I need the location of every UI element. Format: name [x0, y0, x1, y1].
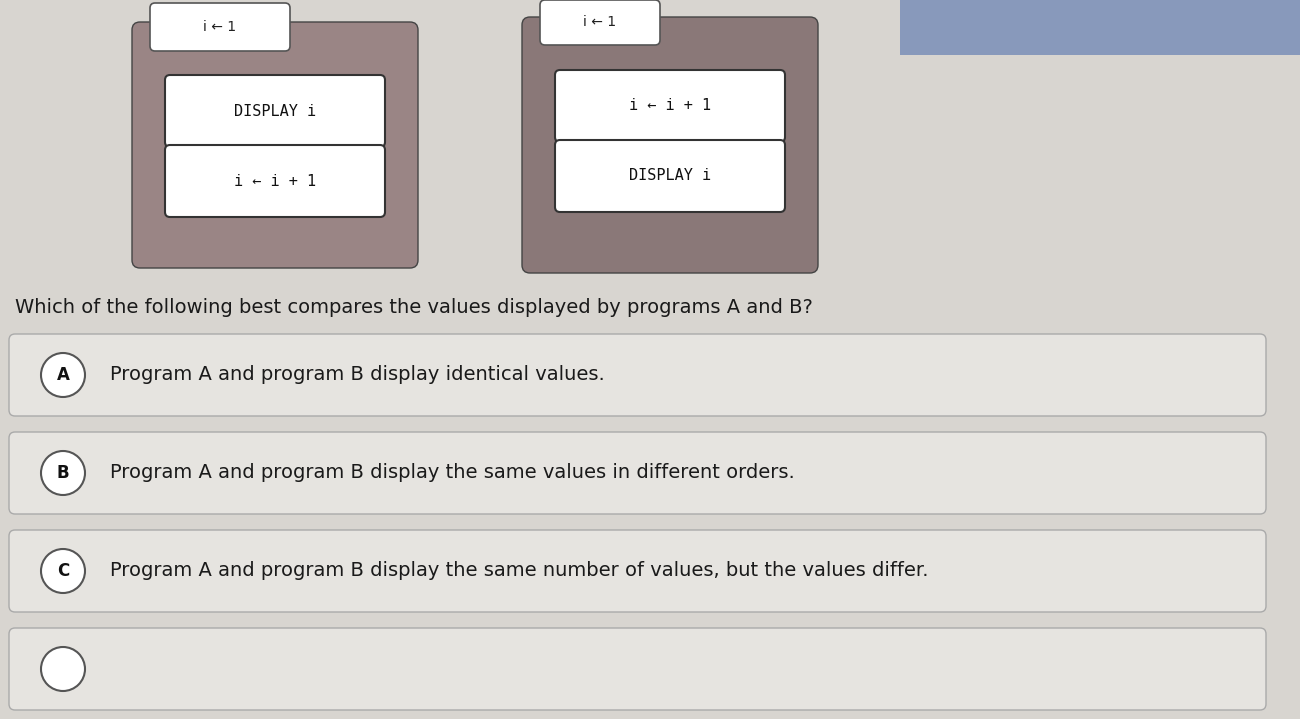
FancyBboxPatch shape	[165, 75, 385, 147]
FancyBboxPatch shape	[165, 145, 385, 217]
Polygon shape	[900, 0, 1300, 55]
Text: A: A	[57, 366, 69, 384]
FancyBboxPatch shape	[540, 0, 660, 45]
Text: B: B	[57, 464, 69, 482]
Text: Program A and program B display the same values in different orders.: Program A and program B display the same…	[111, 464, 794, 482]
Text: i ← i + 1: i ← i + 1	[629, 99, 711, 114]
Circle shape	[42, 647, 84, 691]
FancyBboxPatch shape	[150, 3, 290, 51]
Text: Which of the following best compares the values displayed by programs A and B?: Which of the following best compares the…	[16, 298, 812, 317]
Circle shape	[42, 451, 84, 495]
Text: i ← i + 1: i ← i + 1	[234, 173, 316, 188]
Text: i ← 1: i ← 1	[203, 20, 237, 34]
FancyBboxPatch shape	[9, 530, 1266, 612]
Text: DISPLAY i: DISPLAY i	[234, 104, 316, 119]
FancyBboxPatch shape	[523, 17, 818, 273]
Circle shape	[42, 353, 84, 397]
FancyBboxPatch shape	[555, 70, 785, 142]
FancyBboxPatch shape	[9, 334, 1266, 416]
Circle shape	[42, 549, 84, 593]
Text: i ← 1: i ← 1	[584, 16, 616, 29]
Text: DISPLAY i: DISPLAY i	[629, 168, 711, 183]
Text: Program A and program B display the same number of values, but the values differ: Program A and program B display the same…	[111, 562, 928, 580]
Text: C: C	[57, 562, 69, 580]
Text: Program A and program B display identical values.: Program A and program B display identica…	[111, 365, 604, 385]
FancyBboxPatch shape	[133, 22, 419, 268]
FancyBboxPatch shape	[555, 140, 785, 212]
FancyBboxPatch shape	[9, 432, 1266, 514]
FancyBboxPatch shape	[9, 628, 1266, 710]
